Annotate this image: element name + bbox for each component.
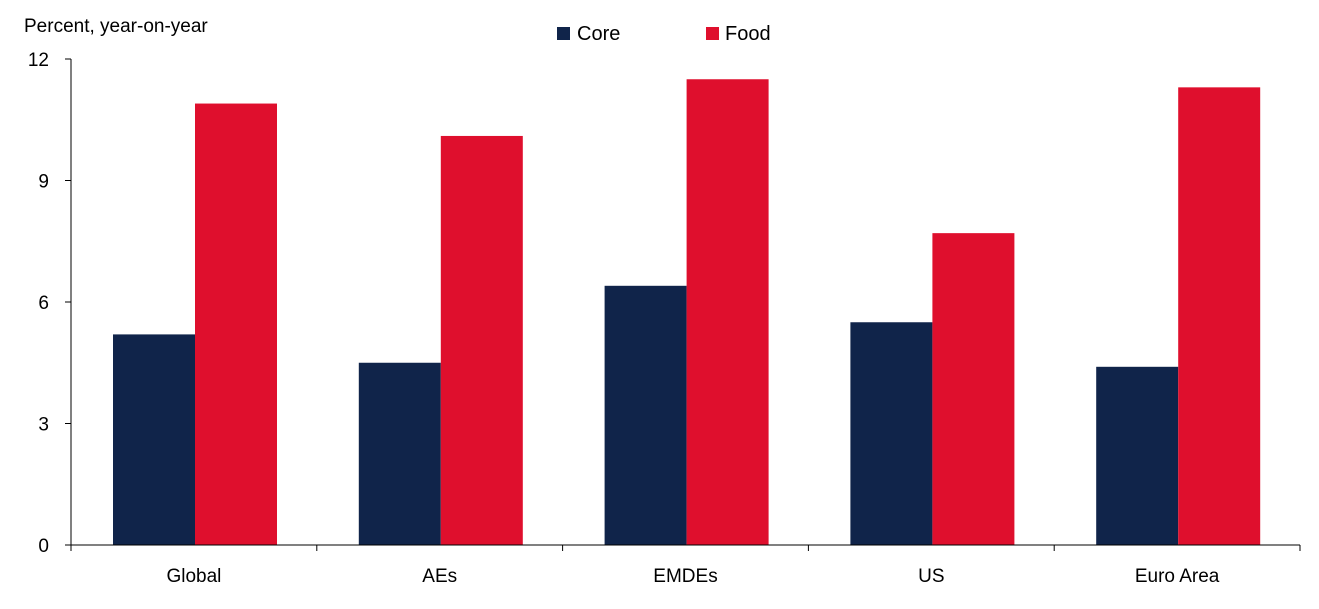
x-tick-labels: Global AEs EMDEs US Euro Area	[166, 566, 1219, 587]
legend-swatch-core	[557, 27, 570, 40]
y-tick-label: 6	[38, 293, 49, 314]
y-tick-label: 0	[38, 536, 49, 557]
bar-food-us	[932, 233, 1015, 545]
x-tick-label: US	[918, 566, 944, 587]
x-tick-label: Euro Area	[1135, 566, 1220, 587]
legend: Core Food	[557, 23, 771, 45]
legend-label-food: Food	[725, 23, 771, 45]
bar-core-aes	[358, 362, 441, 545]
bar-core-emdes	[604, 285, 687, 545]
bar-core-euro-area	[1096, 366, 1179, 545]
bar-food-aes	[440, 135, 523, 545]
y-tick-label: 12	[28, 50, 49, 71]
y-axis-label: Percent, year-on-year	[24, 16, 208, 37]
x-tick-label: Global	[166, 566, 221, 587]
legend-label-core: Core	[577, 23, 620, 45]
x-tick-label: AEs	[422, 566, 457, 587]
y-tick-label: 9	[38, 172, 49, 193]
bar-food-emdes	[686, 79, 769, 545]
bars	[113, 79, 1261, 546]
bar-core-us	[850, 322, 933, 545]
bar-food-global	[195, 103, 277, 546]
bar-core-global	[113, 334, 195, 545]
x-tick-label: EMDEs	[653, 566, 717, 587]
bar-food-euro-area	[1178, 87, 1261, 545]
y-tick-label: 3	[38, 415, 49, 436]
legend-swatch-food	[706, 27, 719, 40]
y-tick-labels: 0 3 6 9 12	[28, 50, 49, 557]
axes	[65, 58, 1301, 551]
